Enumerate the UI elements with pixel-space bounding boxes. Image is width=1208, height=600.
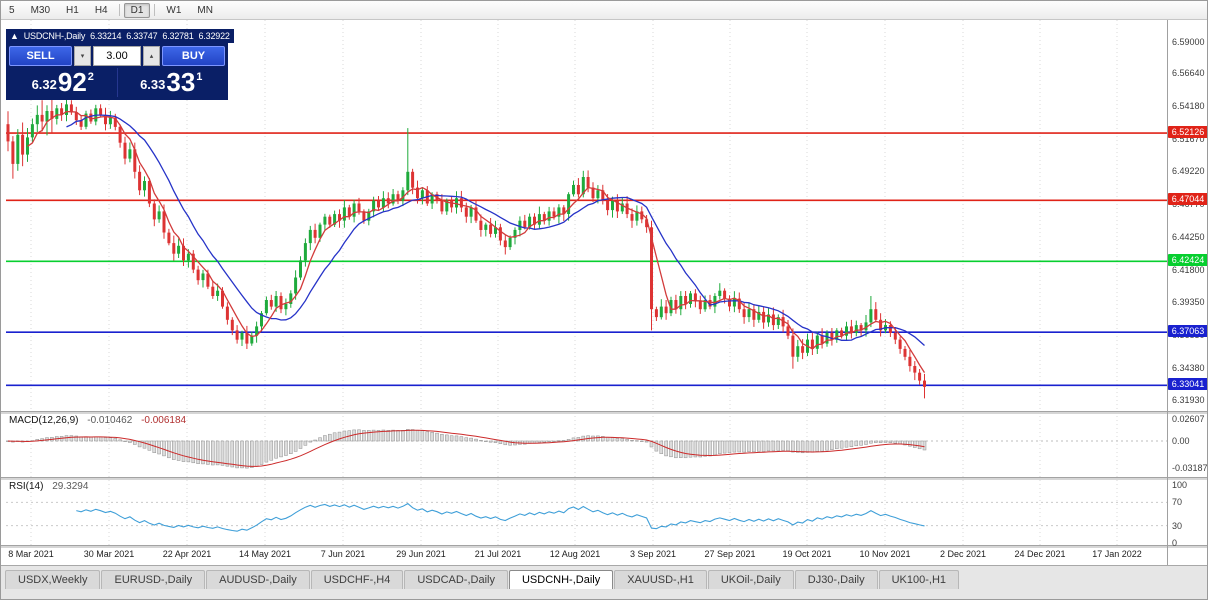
rsi-axis-label: 0 — [1172, 538, 1178, 548]
rsi-indicator-label: RSI(14) 29.3294 — [9, 481, 88, 492]
macd-value-main: -0.010462 — [87, 415, 133, 426]
rsi-title: RSI(14) — [9, 481, 44, 492]
toolbar-divider — [118, 4, 120, 16]
price-axis-label: 6.54180 — [1172, 100, 1205, 111]
timeframe-button-5[interactable]: 5 — [9, 4, 15, 16]
price-line-badge: 6.52126 — [1168, 126, 1207, 139]
chart-symbol-period: USDCNH-,Daily — [23, 31, 86, 41]
time-axis-label: 10 Nov 2021 — [859, 549, 911, 559]
price-axis-separator — [1167, 19, 1168, 565]
rsi-splitter[interactable] — [1, 477, 1207, 480]
chart-ohlc-header: ▲ USDCNH-,Daily 6.33214 6.33747 6.32781 … — [6, 29, 234, 43]
time-axis-label: 7 Jun 2021 — [320, 549, 366, 559]
panel-collapse-icon[interactable]: ▲ — [10, 31, 19, 41]
price-line-badge: 6.47044 — [1168, 193, 1207, 206]
timeframe-button-w1[interactable]: W1 — [166, 4, 182, 16]
price-line-badge: 6.37063 — [1168, 325, 1207, 338]
price-axis-label: 6.59000 — [1172, 37, 1205, 48]
time-axis-label: 21 Jul 2021 — [474, 549, 522, 559]
ask-price-display[interactable]: 6.33 33 1 — [116, 67, 226, 97]
macd-axis-label: -0.03187 — [1172, 462, 1208, 473]
ohlc-low: 6.32781 — [162, 31, 194, 41]
price-line-badge: 6.42424 — [1168, 254, 1207, 267]
rsi-axis-label: 70 — [1172, 497, 1183, 508]
bid-price-big: 92 — [57, 67, 87, 97]
rsi-axis-label: 100 — [1172, 480, 1188, 490]
chart-tab-eurusd-daily[interactable]: EURUSD-,Daily — [101, 570, 206, 589]
timeframe-button-mn[interactable]: MN — [197, 4, 213, 16]
rsi-axis-label: 30 — [1172, 520, 1183, 531]
price-axis-label: 6.41800 — [1172, 264, 1205, 275]
macd-splitter[interactable] — [1, 411, 1207, 414]
macd-title: MACD(12,26,9) — [9, 415, 79, 426]
ask-price-pip: 1 — [196, 71, 203, 83]
sell-button[interactable]: SELL — [9, 46, 72, 66]
time-axis-label: 17 Jan 2022 — [1092, 549, 1142, 559]
chart-tab-dj30-daily[interactable]: DJ30-,Daily — [794, 570, 878, 589]
volume-increase-button[interactable]: ▴ — [143, 46, 160, 66]
macd-value-signal: -0.006184 — [141, 415, 187, 426]
volume-input[interactable] — [93, 46, 141, 66]
timeframe-button-h1[interactable]: H1 — [66, 4, 79, 16]
time-axis-label: 3 Sep 2021 — [629, 549, 677, 559]
timeframe-button-m30[interactable]: M30 — [30, 4, 51, 16]
price-axis-label: 6.39350 — [1172, 296, 1205, 307]
price-axis-label: 6.49220 — [1172, 166, 1205, 177]
chart-tab-ukoil-daily[interactable]: UKOil-,Daily — [707, 570, 794, 589]
ask-price-big: 33 — [166, 67, 196, 97]
macd-axis-label: 0.02607 — [1172, 414, 1205, 425]
time-axis-label: 12 Aug 2021 — [549, 549, 601, 559]
chart-tab-uk100-h1[interactable]: UK100-,H1 — [878, 570, 960, 589]
toolbar-divider — [154, 4, 156, 16]
timeframe-toolbar: 5 M30 H1 H4 D1 W1 MN — [1, 1, 1207, 20]
timeframe-button-d1[interactable]: D1 — [123, 2, 151, 18]
ohlc-close: 6.32922 — [198, 31, 230, 41]
time-axis-label: 8 Mar 2021 — [8, 549, 54, 559]
time-axis-label: 24 Dec 2021 — [1014, 549, 1066, 559]
chart-tab-usdx-weekly[interactable]: USDX,Weekly — [5, 570, 101, 589]
time-axis-label: 14 May 2021 — [238, 549, 292, 559]
price-line-badge: 6.33041 — [1168, 378, 1207, 391]
time-axis-label: 22 Apr 2021 — [162, 549, 212, 559]
buy-button[interactable]: BUY — [162, 46, 225, 66]
macd-indicator-label: MACD(12,26,9) -0.010462 -0.006184 — [9, 415, 186, 426]
price-axis-label: 6.31930 — [1172, 395, 1205, 405]
rsi-value: 29.3294 — [52, 481, 89, 492]
price-axis-label: 6.34380 — [1172, 362, 1205, 373]
ask-price-small: 6.33 — [140, 77, 166, 92]
bid-price-small: 6.32 — [31, 77, 57, 92]
chart-tab-usdchf-h4[interactable]: USDCHF-,H4 — [310, 570, 404, 589]
price-axis-label: 6.51670 — [1172, 134, 1205, 145]
ohlc-open: 6.33214 — [90, 31, 122, 41]
chart-tab-audusd-daily[interactable]: AUDUSD-,Daily — [206, 570, 310, 589]
time-axis-label: 29 Jun 2021 — [396, 549, 446, 559]
macd-axis-label: 0.00 — [1172, 436, 1190, 446]
timeaxis-splitter[interactable] — [1, 545, 1207, 548]
timeframe-button-h4[interactable]: H4 — [94, 4, 108, 16]
volume-decrease-button[interactable]: ▾ — [74, 46, 91, 66]
time-axis-label: 2 Dec 2021 — [939, 549, 987, 559]
price-axis-label: 6.56640 — [1172, 68, 1205, 79]
bid-price-pip: 2 — [87, 71, 94, 83]
bid-price-display[interactable]: 6.32 92 2 — [9, 68, 117, 97]
time-axis-label: 19 Oct 2021 — [782, 549, 832, 559]
chart-tabs-bar: USDX,Weekly EURUSD-,Daily AUDUSD-,Daily USD… — [1, 565, 1207, 599]
price-axis-label: 6.44250 — [1172, 232, 1205, 243]
chart-tab-usdcad-daily[interactable]: USDCAD-,Daily — [404, 570, 508, 589]
chart-tab-usdcnh-daily[interactable]: USDCNH-,Daily — [508, 570, 614, 589]
time-axis-label: 27 Sep 2021 — [704, 549, 756, 559]
chart-tab-xauusd-h1[interactable]: XAUUSD-,H1 — [614, 570, 707, 589]
time-axis-label: 30 Mar 2021 — [83, 549, 135, 559]
one-click-trading-panel: SELL ▾ ▴ BUY 6.32 92 2 6.33 33 1 — [6, 43, 228, 100]
ohlc-high: 6.33747 — [126, 31, 158, 41]
